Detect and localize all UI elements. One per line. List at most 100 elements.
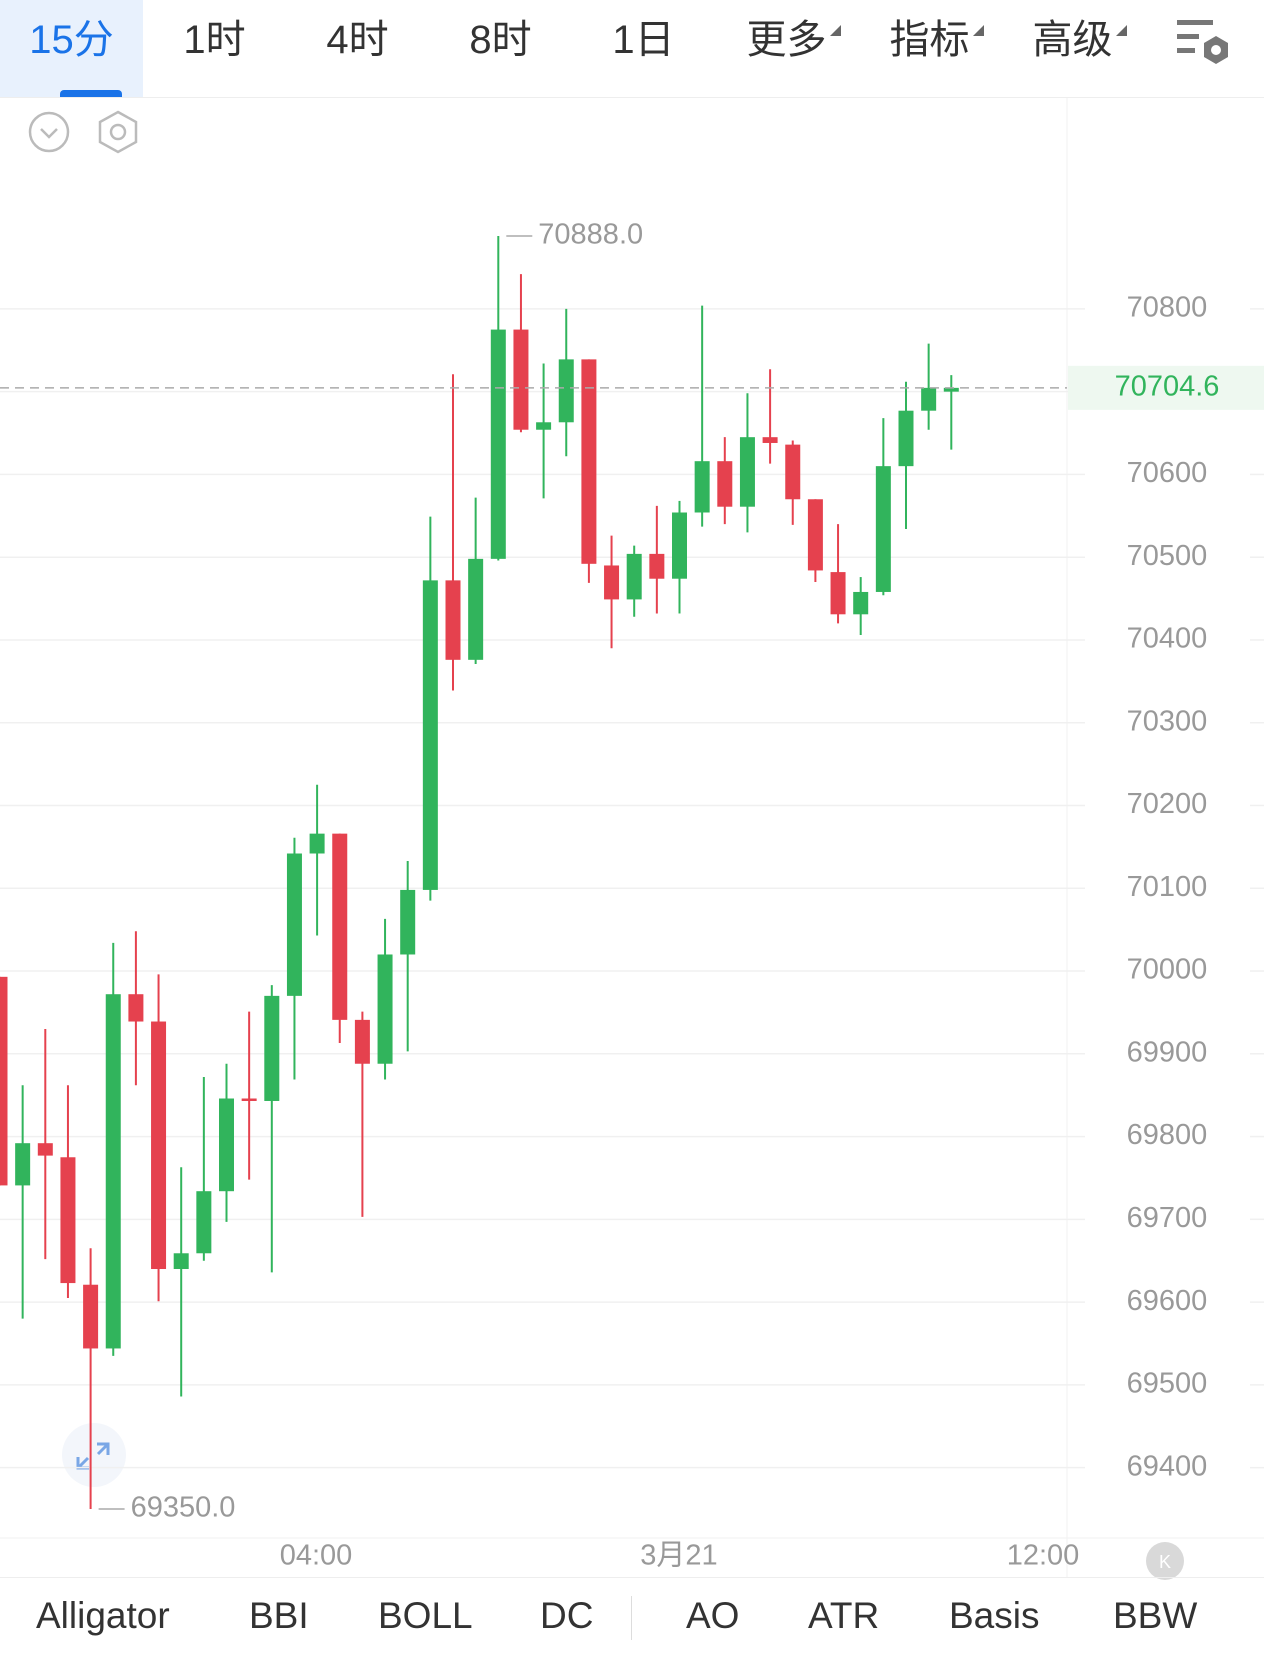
indicator-button[interactable]: Basis [949, 1595, 1040, 1636]
indicator-divider [631, 1596, 632, 1640]
collapse-button[interactable] [28, 111, 70, 153]
timeframe-tabs: 15分 1时 4时 8时 1日 更多 指标 高级 [0, 0, 1264, 98]
settings-button[interactable] [98, 110, 138, 154]
candle-body [649, 553, 665, 579]
candle-body [898, 410, 914, 467]
indicator-button[interactable]: AO [686, 1595, 740, 1636]
last-price-label: 70704.6 [1115, 371, 1220, 403]
timeframe-tab[interactable]: 指标 [858, 0, 1001, 97]
candle-body [15, 1143, 31, 1186]
dropdown-caret [1115, 25, 1127, 36]
y-tick-label: 70100 [1127, 871, 1208, 903]
indicator-button[interactable]: BBI [249, 1595, 309, 1636]
tab-label: 15分 [29, 18, 114, 62]
timeframe-tab[interactable]: 高级 [1001, 0, 1144, 97]
tab-label: 指标 [890, 18, 984, 62]
candle-body [807, 499, 823, 571]
indicator-button[interactable]: BOLL [378, 1595, 473, 1636]
candle-body [422, 580, 438, 890]
candle-body [105, 994, 121, 1349]
candle-body [853, 591, 869, 615]
x-tick-label: 3月21 [640, 1540, 717, 1572]
indicator-button[interactable]: Alligator [36, 1595, 170, 1636]
candle-body [830, 572, 846, 615]
candle-body [128, 994, 144, 1022]
candle-body [286, 853, 302, 996]
timeframe-tab[interactable]: 15分 [0, 0, 143, 97]
candle-body [921, 387, 937, 411]
tab-label: 高级 [1033, 18, 1127, 62]
y-tick-label: 70500 [1127, 540, 1208, 572]
expand-button[interactable] [62, 1423, 126, 1487]
candle-body [241, 1098, 257, 1101]
candle-body [943, 387, 959, 392]
candle-body [332, 833, 348, 1020]
layout-settings-icon[interactable] [1174, 14, 1234, 74]
candle-body [445, 580, 461, 660]
candle-body [581, 359, 597, 564]
plot-area [0, 236, 1264, 1510]
candle-body [513, 329, 529, 430]
indicator-button[interactable]: BBW [1113, 1595, 1198, 1636]
y-tick-label: 69900 [1127, 1036, 1208, 1068]
y-tick-label: 69500 [1127, 1368, 1208, 1400]
svg-text:K: K [1159, 1552, 1171, 1572]
candle-body [196, 1191, 212, 1254]
candle-body [558, 359, 574, 423]
timeframe-tab[interactable]: 4时 [286, 0, 429, 97]
y-tick-label: 70600 [1127, 457, 1208, 489]
candle-body [264, 995, 280, 1101]
timeframe-tab[interactable]: 1日 [572, 0, 715, 97]
candle-body [875, 466, 891, 592]
indicator-button[interactable]: DC [540, 1595, 594, 1636]
candle-body [354, 1019, 370, 1064]
y-tick-label: 70400 [1127, 623, 1208, 655]
y-tick-label: 70200 [1127, 788, 1208, 820]
timeframe-tab[interactable]: 8时 [429, 0, 572, 97]
y-tick-label: 70000 [1127, 954, 1208, 986]
dropdown-caret [829, 25, 841, 36]
y-tick-label: 70300 [1127, 705, 1208, 737]
indicator-button[interactable]: ATR [808, 1595, 880, 1636]
candle-body [694, 461, 710, 513]
candle-body [739, 437, 755, 507]
tab-label: 1时 [183, 18, 246, 62]
x-tick-label: 04:00 [280, 1540, 353, 1572]
candle-body [626, 553, 642, 600]
candle-body [60, 1157, 76, 1284]
scroll-latest-button[interactable]: K [1146, 1542, 1184, 1580]
candle-body [0, 976, 8, 1186]
tab-label: 1日 [612, 18, 675, 62]
candle-body [717, 461, 733, 507]
candle-body [309, 833, 325, 854]
high-marker-label: 70888.0 [538, 219, 643, 251]
candle-body [536, 422, 552, 430]
candle-body [219, 1098, 234, 1192]
price-axis-area [1067, 97, 1264, 1577]
candle-body [672, 512, 687, 579]
candle-body [490, 329, 506, 559]
timeframe-tab[interactable]: 1时 [143, 0, 286, 97]
y-tick-label: 69800 [1127, 1119, 1208, 1151]
candle-body [377, 954, 393, 1064]
candle-body [604, 565, 620, 600]
last-price-badge [1068, 365, 1264, 410]
candle-body [468, 558, 484, 660]
candle-body [173, 1253, 189, 1270]
indicator-bar: Alligator BBI BOLL DC AO ATR Basis BBW [0, 1577, 1264, 1653]
y-tick-label: 69600 [1127, 1285, 1208, 1317]
tab-label: 4时 [326, 18, 389, 62]
candle-body [151, 1021, 167, 1270]
y-tick-label: 69400 [1127, 1450, 1208, 1482]
dropdown-caret [972, 25, 984, 36]
y-tick-label: 70800 [1127, 292, 1208, 324]
x-tick-label: 12:00 [1007, 1540, 1080, 1572]
low-marker-label: 69350.0 [131, 1492, 236, 1524]
candle-body [83, 1284, 99, 1349]
candle-body [400, 889, 416, 955]
timeframe-tab[interactable]: 更多 [715, 0, 858, 97]
tab-label: 更多 [747, 18, 841, 62]
candle-body [37, 1143, 53, 1156]
